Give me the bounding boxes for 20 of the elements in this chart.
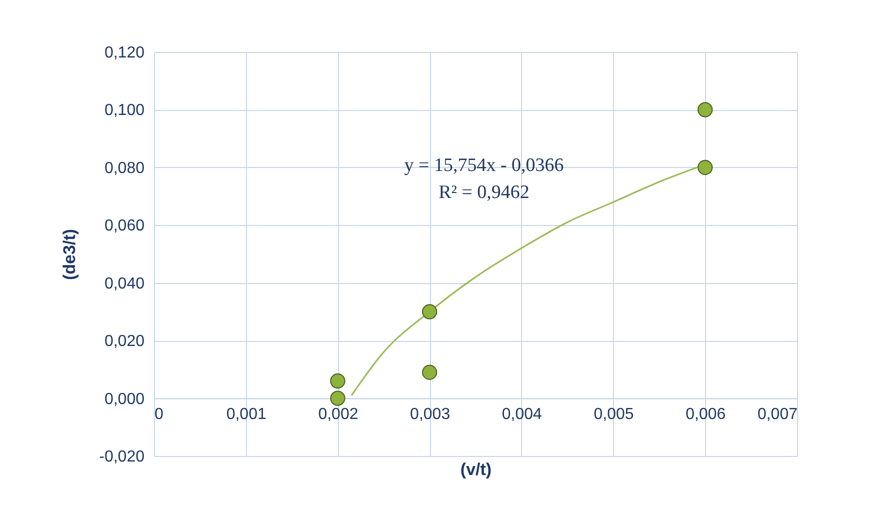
x-tick-label: 0,003 <box>410 406 450 423</box>
y-tick-label: 0,060 <box>104 218 145 235</box>
y-tick-label: 0,100 <box>104 102 145 120</box>
x-tick-label: 0,004 <box>502 406 542 423</box>
x-tick-label: 0,007 <box>757 406 798 423</box>
annotation: y = 15,754x - 0,0366 <box>404 155 564 176</box>
y-tick-label: -0,020 <box>99 448 145 466</box>
annotation: R² = 0,9462 <box>438 182 530 203</box>
y-tick-label: 0,020 <box>104 333 145 350</box>
y-axis-title: (de3/t) <box>60 229 80 280</box>
y-tick-label: 0,120 <box>104 44 145 62</box>
x-tick-label: 0,005 <box>594 406 634 423</box>
x-tick-label: 0,001 <box>226 406 266 423</box>
x-tick-label: 0,006 <box>686 406 726 423</box>
x-tick-label: 0,002 <box>318 406 358 423</box>
y-tick-label: 0,080 <box>104 160 145 177</box>
x-axis-title: (v/t) <box>460 460 492 479</box>
y-tick-label: 0,040 <box>104 275 145 292</box>
y-tick-label: 0,000 <box>104 390 145 408</box>
x-tick-label: 0 <box>154 406 164 423</box>
